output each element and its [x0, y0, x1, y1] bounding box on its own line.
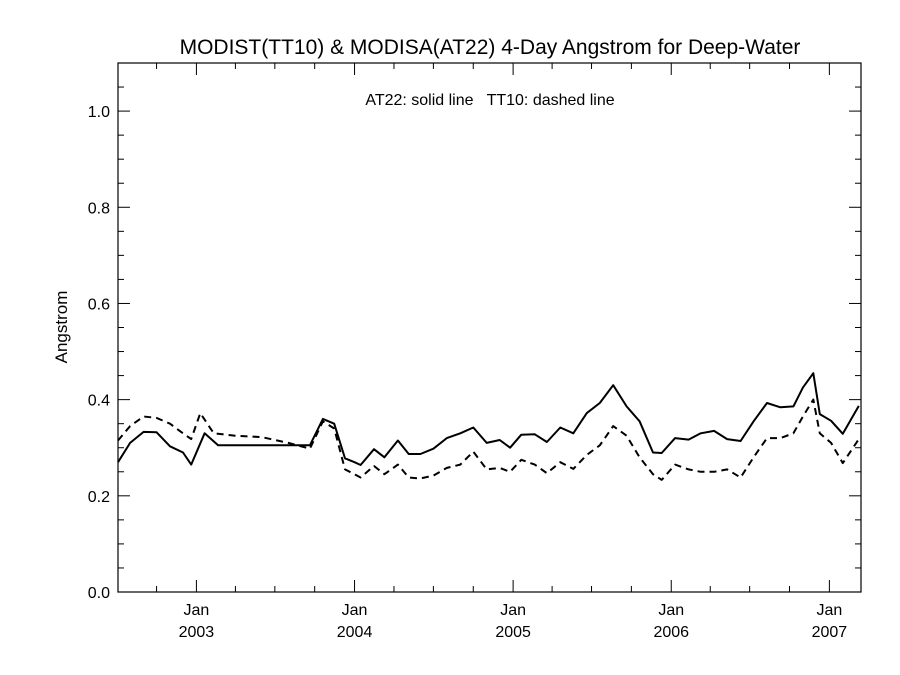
- x-tick-label-year: 2005: [495, 624, 531, 641]
- ticks-group: 0.0 0.2 0.4 0.6 0.8 1.0 Jan 2003 Jan 2004 Jan 2005 J…: [88, 63, 861, 641]
- y-tick-label: 1.0: [88, 104, 110, 121]
- y-tick-label: 0.0: [88, 585, 110, 602]
- y-tick-label: 0.8: [88, 200, 110, 217]
- x-tick-label-month: Jan: [342, 602, 368, 619]
- series-line-tt10: [117, 398, 860, 481]
- chart-title: MODIST(TT10) & MODISA(AT22) 4-Day Angstr…: [180, 36, 801, 59]
- x-tick-label-year: 2003: [179, 624, 215, 641]
- series-group: [117, 372, 860, 481]
- legend-annotation: AT22: solid line TT10: dashed line: [365, 92, 614, 109]
- plot-frame: [117, 62, 862, 593]
- x-tick-label-month: Jan: [658, 602, 684, 619]
- x-tick-label-year: 2004: [337, 624, 373, 641]
- y-axis-label: Angstrom: [52, 291, 71, 364]
- y-tick-label: 0.2: [88, 489, 110, 506]
- x-tick-label-month: Jan: [500, 602, 526, 619]
- x-tick-label-month: Jan: [184, 602, 210, 619]
- x-tick-label-year: 2006: [653, 624, 689, 641]
- x-tick-label-year: 2007: [812, 624, 848, 641]
- y-tick-label: 0.6: [88, 296, 110, 313]
- x-tick-label-month: Jan: [816, 602, 842, 619]
- series-line-at22: [117, 372, 860, 466]
- y-tick-label: 0.4: [88, 393, 110, 410]
